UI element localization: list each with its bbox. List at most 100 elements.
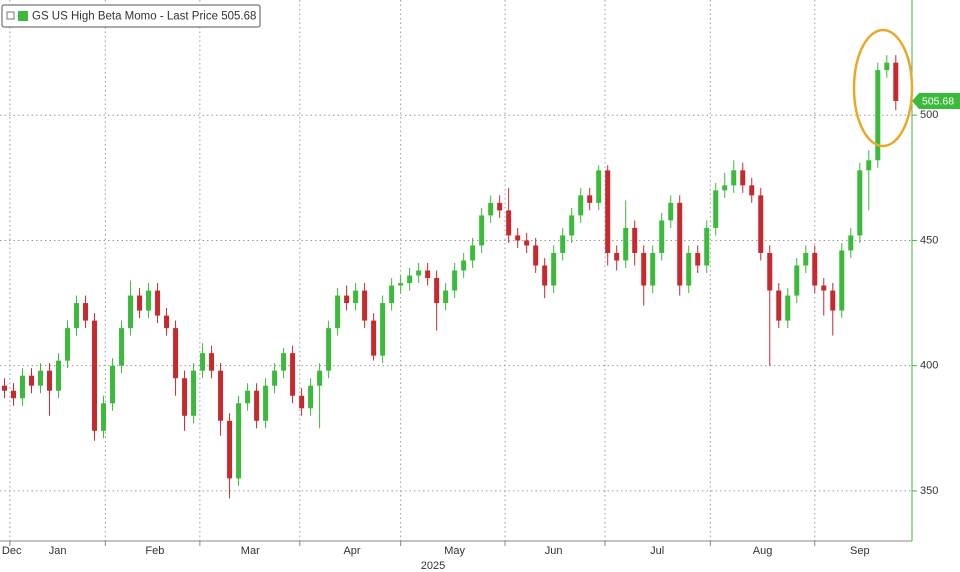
legend-text: GS US High Beta Momo - Last Price 505.68: [32, 11, 256, 23]
candle-body: [371, 320, 377, 356]
candles: [2, 55, 899, 499]
x-tick-label: Jan: [49, 545, 67, 557]
highlight-ellipse: [852, 28, 914, 148]
candle-body: [2, 385, 8, 391]
last-price-label: 505.68: [922, 95, 954, 107]
candle-body: [641, 252, 647, 286]
candle-body: [56, 360, 62, 391]
candle-body: [335, 295, 341, 329]
candle-body: [695, 252, 701, 266]
candle-body: [569, 215, 575, 236]
candle-body: [515, 235, 521, 241]
candle-body: [236, 403, 242, 479]
last-price-tag: [912, 92, 960, 109]
candle-body: [587, 195, 593, 203]
x-tick-label: Mar: [241, 545, 260, 557]
candle-body: [650, 252, 656, 286]
candle-body: [596, 170, 602, 203]
candle-body: [479, 215, 485, 246]
candle-body: [380, 303, 386, 356]
candle-body: [146, 290, 152, 311]
legend-last-price: 505.68: [221, 11, 256, 23]
candle-body: [461, 260, 467, 271]
x-tick-label: Jul: [650, 545, 664, 557]
candle-body: [38, 370, 44, 386]
candle-body: [173, 328, 179, 379]
candle-body: [704, 227, 710, 266]
candle-body: [425, 270, 431, 279]
x-tick-label: Feb: [145, 545, 164, 557]
candle-body: [830, 290, 836, 311]
candle-body: [182, 378, 188, 416]
grid-layer: [0, 0, 912, 541]
candle-body: [758, 195, 764, 253]
year-label: 2025: [421, 560, 445, 572]
legend-swatch: [18, 11, 28, 21]
legend-toggle[interactable]: [6, 11, 15, 20]
candle-body: [551, 252, 557, 286]
candle-body: [281, 353, 287, 371]
candle-body: [560, 235, 566, 253]
candle-body: [326, 328, 332, 371]
candle-body: [524, 240, 530, 246]
x-tick-label: May: [444, 545, 465, 557]
candle-body: [299, 395, 305, 409]
candle-body: [686, 252, 692, 286]
candle-body: [533, 245, 539, 266]
candle-body: [866, 160, 872, 171]
candle-body: [263, 385, 269, 421]
y-tick-label: 450: [920, 234, 938, 246]
candle-body: [344, 295, 350, 304]
candle-body: [218, 370, 224, 421]
candle-body: [434, 278, 440, 304]
candle-body: [767, 252, 773, 291]
candle-body: [137, 295, 143, 311]
candle-body: [254, 390, 260, 421]
candle-body: [659, 220, 665, 253]
y-tick-label: 400: [920, 360, 938, 372]
candle-body: [92, 320, 98, 431]
candle-body: [821, 285, 827, 291]
candle-body: [191, 370, 197, 416]
candle-body: [20, 375, 26, 399]
candle-body: [884, 62, 890, 71]
candle-body: [722, 185, 728, 191]
candle-body: [11, 390, 17, 399]
candle-body: [200, 353, 206, 371]
y-tick-label: 350: [920, 485, 938, 497]
candle-body: [29, 375, 35, 386]
candle-body: [605, 170, 611, 253]
candle-body: [74, 303, 80, 329]
candle-body: [443, 290, 449, 304]
candle-body: [668, 202, 674, 221]
candle-body: [623, 227, 629, 261]
candle-body: [47, 370, 53, 391]
candle-body: [749, 185, 755, 196]
candle-body: [290, 353, 296, 396]
candle-body: [164, 315, 170, 329]
x-tick-label: Jun: [545, 545, 563, 557]
candle-body: [578, 195, 584, 216]
candle-body: [272, 370, 278, 386]
candle-body: [731, 170, 737, 186]
candle-body: [245, 390, 251, 404]
candle-body: [785, 295, 791, 321]
candle-body: [227, 420, 233, 479]
candle-body: [155, 290, 161, 316]
legend: GS US High Beta Momo - Last Price 505.68: [1, 4, 261, 28]
candle-body: [416, 270, 422, 276]
candle-body: [542, 265, 548, 286]
candle-body: [128, 295, 134, 329]
candle-body: [893, 62, 899, 101]
candle-body: [857, 170, 863, 236]
candle-body: [776, 290, 782, 321]
candle-body: [488, 202, 494, 216]
legend-name: GS US High Beta Momo: [32, 11, 157, 23]
candle-body: [308, 385, 314, 409]
candle-body: [362, 290, 368, 321]
candle-body: [794, 265, 800, 296]
candle-body: [632, 227, 638, 253]
x-tick-label: Sep: [850, 545, 870, 557]
legend-box: [1, 4, 261, 28]
candle-body: [83, 303, 89, 321]
